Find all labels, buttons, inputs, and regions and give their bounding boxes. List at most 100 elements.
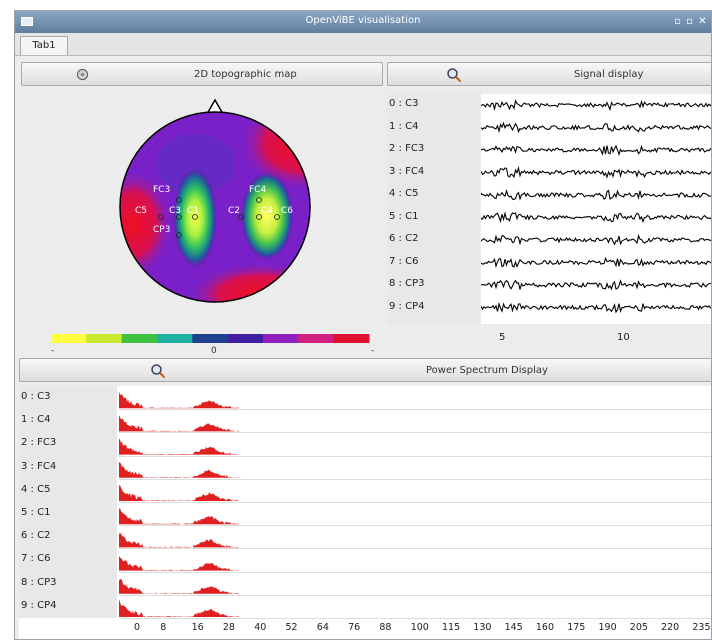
spectrum-channel-label: 3 : FC4 (21, 460, 57, 472)
signal-trace (480, 189, 711, 201)
signal-trace (480, 301, 711, 314)
electrode-label: C3 (169, 206, 181, 216)
spectrum-x-tick: 76 (348, 622, 361, 633)
colorbar (51, 334, 370, 343)
power-spectrum-button[interactable]: Power Spectrum Display (19, 358, 711, 382)
spectrum-row-divider (119, 478, 711, 480)
spectrum-x-tick: 145 (504, 622, 523, 633)
spectrum-channel-list: 0 : C3 1 : C4 2 : FC3 3 : FC4 4 : C5 5 : C1 6 … (19, 386, 117, 618)
spectrum-row-divider (119, 432, 711, 434)
tab-bar: Tab1 (15, 33, 711, 56)
topomap-button[interactable]: 2D topographic map (21, 62, 383, 86)
spectrum-x-tick: 88 (379, 622, 392, 633)
colorbar-min-label: - (51, 346, 55, 356)
spectrum-x-tick: 205 (629, 622, 648, 633)
spectrum-x-tick: 0 (134, 622, 141, 633)
colorbar-max-label: - (371, 346, 375, 356)
spectrum-channel-label: 1 : C4 (21, 414, 51, 426)
power-spectrum-label: Power Spectrum Display (426, 365, 548, 376)
colorbar-segment (298, 334, 335, 343)
spectrum-channel-label: 7 : C6 (21, 553, 51, 565)
spectrum-plot (119, 386, 711, 619)
spectrum-row-divider (119, 594, 711, 596)
signal-channel-label: 8 : CP3 (389, 278, 425, 289)
signal-trace (480, 211, 711, 224)
colorbar-segment (86, 334, 123, 343)
spectrum-x-tick: 16 (191, 622, 204, 633)
spectrum-row-divider (119, 502, 711, 503)
spectrum-trace (119, 391, 239, 409)
colorbar-segment (192, 334, 229, 343)
maximize-icon[interactable]: ▫ (686, 16, 693, 27)
spectrum-trace (119, 438, 239, 455)
colorbar-segment (51, 334, 87, 343)
signal-x-tick: 10 (617, 332, 630, 343)
spectrum-trace (119, 556, 239, 571)
spectrum-row-divider (119, 525, 711, 527)
signal-channel-label: 4 : C5 (389, 188, 419, 199)
spectrum-trace (119, 599, 239, 617)
spectrum-row-divider (119, 571, 711, 573)
electrode-label: C5 (135, 206, 147, 216)
spectrum-trace (119, 507, 239, 525)
signal-channel-label: 3 : FC4 (389, 165, 425, 177)
spectrum-channel-label: 5 : C1 (21, 507, 51, 518)
spectrum-x-tick: 115 (442, 622, 461, 633)
minimize-icon[interactable]: ▫ (674, 16, 681, 27)
signal-trace (480, 256, 711, 269)
signal-x-tick: 5 (499, 332, 506, 343)
zoom-icon (447, 68, 462, 83)
spectrum-x-tick: 64 (316, 622, 329, 633)
spectrum-x-tick: 235 (692, 622, 711, 633)
spectrum-x-tick: 175 (567, 622, 586, 633)
signal-channel-label: 6 : C2 (389, 233, 419, 244)
electrode-label: FC3 (153, 185, 170, 195)
colorbar-mid-label: 0 (211, 346, 217, 356)
electrode-label: C4 (261, 206, 273, 216)
spectrum-row-divider (119, 618, 711, 619)
spectrum-channel-label: 8 : CP3 (21, 576, 57, 588)
spectrum-view: 0 : C3 1 : C4 2 : FC3 3 : FC4 4 : C5 5 : C1 6 … (19, 386, 711, 639)
spectrum-x-tick: 220 (661, 622, 680, 633)
zoom-icon (151, 364, 166, 379)
spectrum-channel-label: 9 : CP4 (21, 599, 57, 611)
spectrum-channel-label: 6 : C2 (21, 530, 51, 542)
electrode-label: C2 (228, 206, 240, 216)
colorbar-segment (333, 334, 370, 343)
app-window: OpenViBE visualisation ▫ ▫ ✕ Tab1 2D top… (14, 10, 712, 640)
spectrum-trace (119, 578, 239, 594)
colorbar-segment (227, 334, 264, 343)
signal-channel-list: 0 : C3 1 : C4 2 : FC3 3 : FC4 4 : C5 5 : C1 6 … (387, 94, 479, 324)
spectrum-x-tick: 52 (285, 622, 298, 633)
settings-icon (76, 68, 89, 81)
spectrum-trace (119, 462, 239, 478)
signal-display-button[interactable]: Signal display (387, 62, 711, 86)
window-menu-icon[interactable] (21, 17, 33, 26)
spectrum-x-tick: 28 (222, 622, 235, 633)
signal-trace (480, 144, 711, 157)
tab-tab1[interactable]: Tab1 (20, 36, 68, 55)
title-bar[interactable]: OpenViBE visualisation ▫ ▫ ✕ (15, 11, 711, 33)
spectrum-row-divider (119, 455, 711, 457)
spectrum-channel-label: 4 : C5 (21, 483, 51, 495)
spectrum-x-tick: 190 (598, 622, 617, 633)
electrode-label: C1 (187, 206, 199, 216)
spectrum-row-divider (119, 409, 711, 411)
window-title: OpenViBE visualisation (305, 15, 421, 26)
spectrum-trace (119, 485, 239, 501)
signal-trace (480, 165, 711, 179)
signal-channel-label: 5 : C1 (389, 210, 419, 222)
signal-channel-label: 2 : FC3 (389, 143, 425, 154)
signal-plot (480, 94, 711, 324)
signal-view: 0 : C3 1 : C4 2 : FC3 3 : FC4 4 : C5 5 : C1 6 … (387, 94, 711, 356)
signal-trace (480, 279, 711, 291)
topomap-view: FC3 C5 C3 C1 CP3 FC4 C2 C4 C6 - 0 - (21, 94, 385, 356)
close-icon[interactable]: ✕ (698, 16, 707, 27)
head-outline (119, 111, 311, 303)
spectrum-x-tick: 160 (535, 622, 555, 633)
spectrum-trace (119, 415, 239, 432)
signal-channel-label: 1 : C4 (389, 120, 419, 132)
signal-display-label: Signal display (574, 69, 644, 80)
signal-trace (480, 99, 711, 112)
signal-trace (480, 121, 711, 134)
